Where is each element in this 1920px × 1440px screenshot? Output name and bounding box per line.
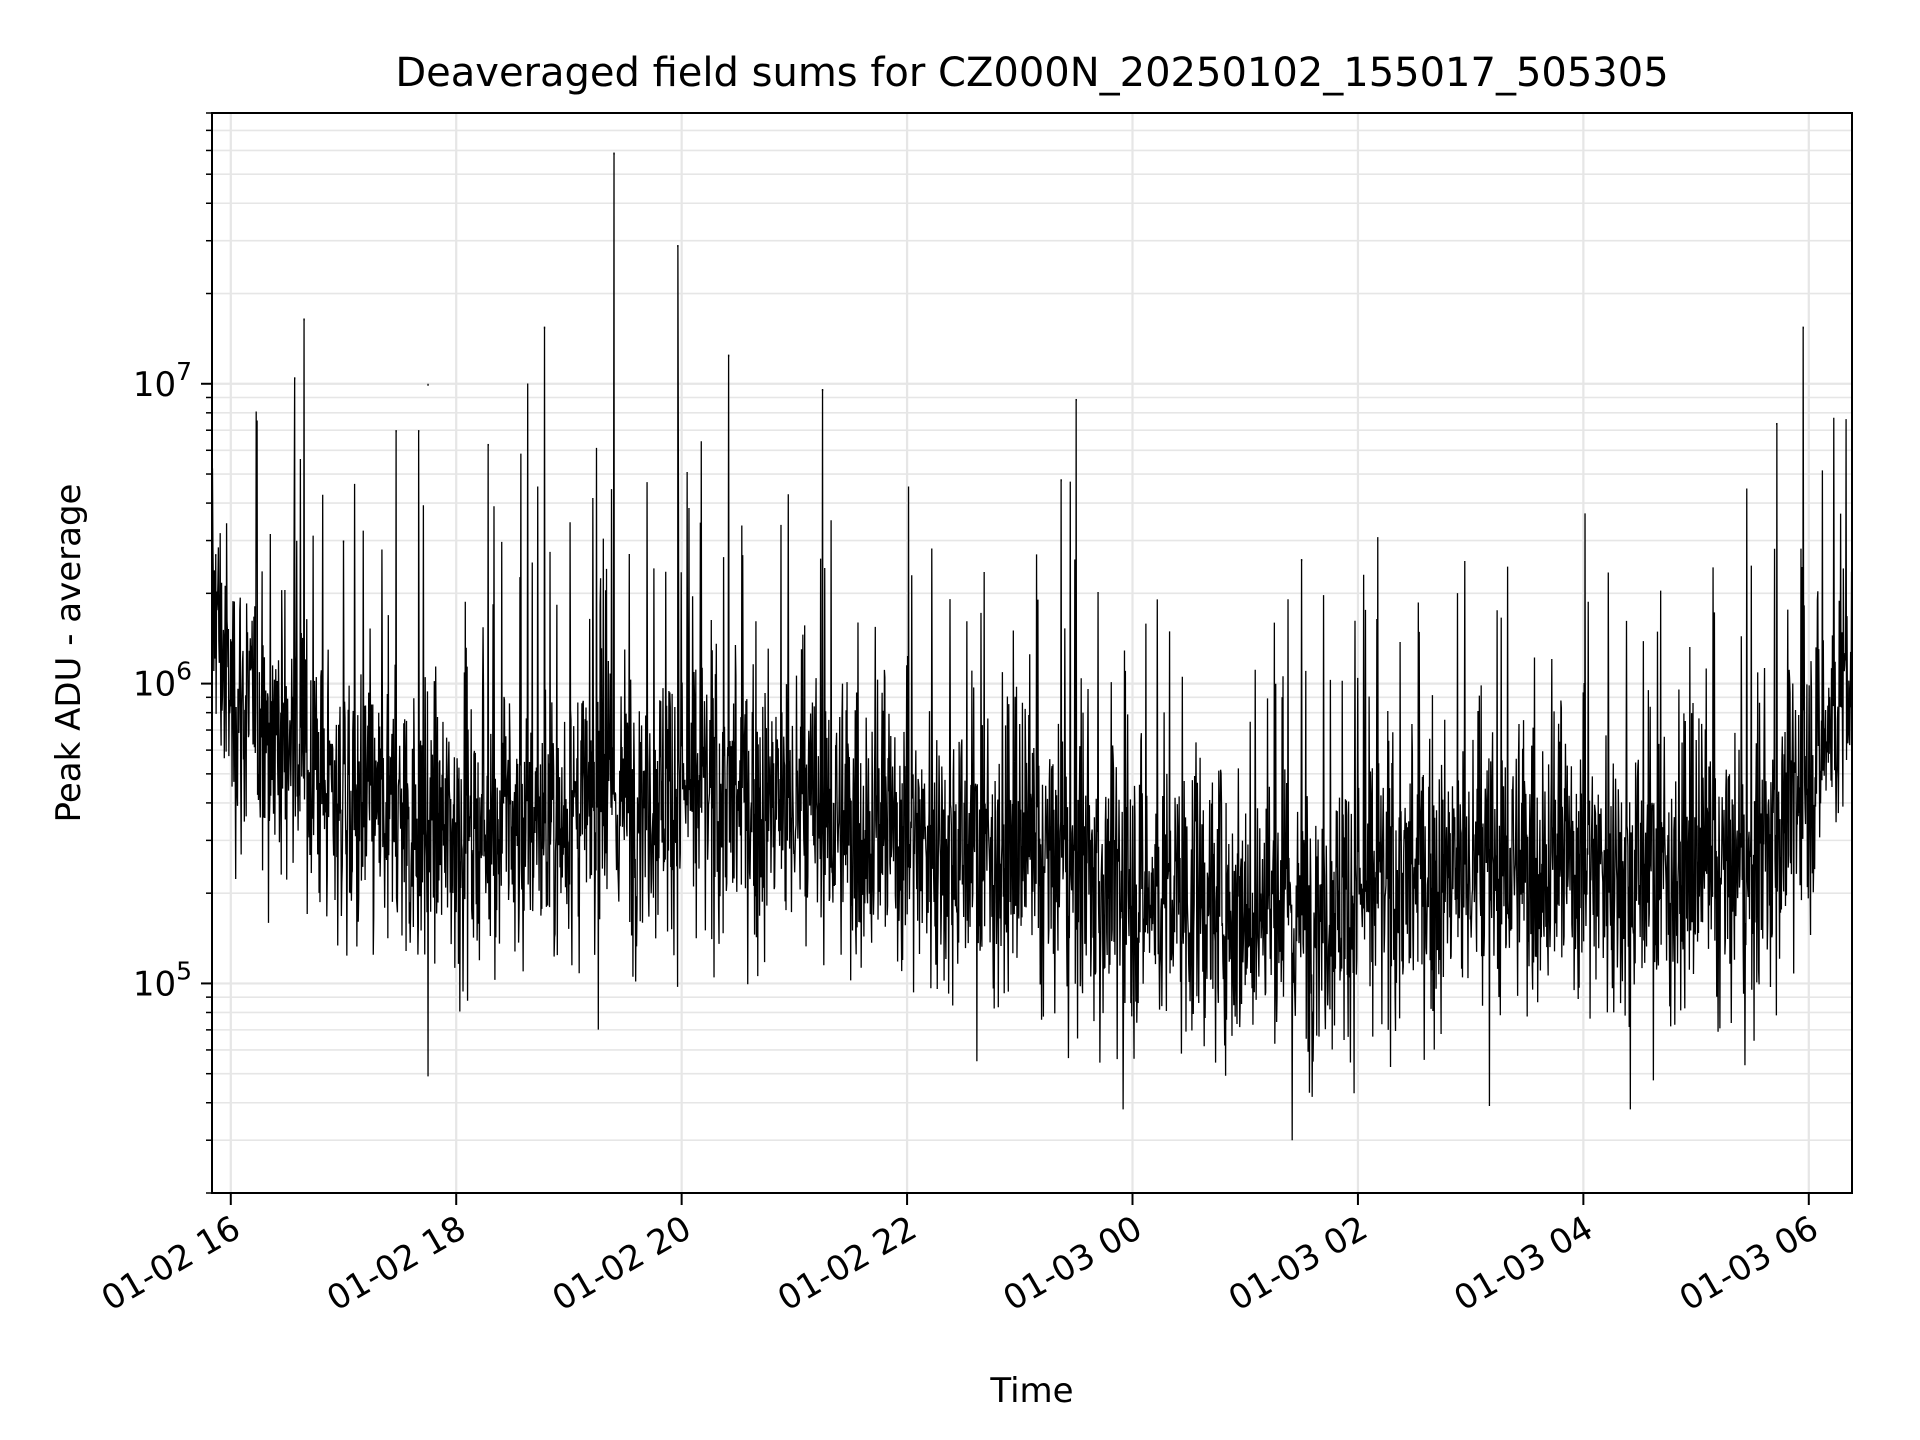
series-line (212, 152, 1852, 1141)
x-axis-label: Time (989, 1371, 1073, 1411)
y-axis: 105 106 107 (133, 112, 212, 1194)
y-tick-label: 106 (133, 657, 192, 705)
series-path (212, 152, 1852, 1141)
plot-frame (211, 112, 1853, 1194)
chart-title: Deaveraged field sums for CZ000N_2025010… (395, 50, 1668, 96)
y-tick-label: 105 (133, 956, 192, 1004)
y-tick-label: 107 (133, 357, 192, 405)
y-axis-label: Peak ADU - average (49, 484, 89, 823)
